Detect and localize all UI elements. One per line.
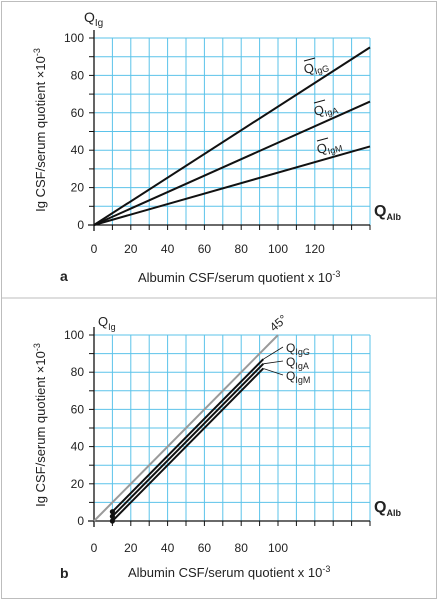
pb-series-start-point-iga (109, 513, 115, 519)
panel-b-x-axis-tag: QAlb (374, 499, 401, 518)
panel-a-grid (94, 37, 371, 225)
pa-y-tick-label: 60 (71, 106, 85, 120)
panel-a-axes (88, 30, 371, 231)
pb-series-leader-igm (263, 368, 284, 376)
pb-x-tick-label: 60 (198, 541, 212, 555)
panel-b-reference-line: 45° (93, 312, 290, 522)
pb-reference-45-line (93, 334, 279, 522)
panel-a-tick-labels: 0 20 40 60 80 100 120 0 20 40 60 80 100 (64, 31, 325, 256)
pb-series-line-igg (111, 358, 264, 513)
pb-y-tick-label: 60 (71, 402, 85, 416)
pa-series-line-igm (93, 145, 371, 226)
pa-x-tick-label: 0 (91, 242, 98, 256)
pb-x-tick-label: 80 (235, 541, 249, 555)
pb-y-tick-label: 80 (71, 365, 85, 379)
pb-y-tick-label: 40 (71, 440, 85, 454)
pa-series-label-igm: QIgM (315, 136, 344, 159)
pb-y-tick-label: 100 (64, 328, 84, 342)
panel-a-x-axis-tag: QAlb (374, 203, 401, 222)
pa-series-line-iga (93, 100, 371, 226)
pb-series-label-igg: QIgG (286, 341, 310, 357)
panel-a-y-axis-label: Ig CSF/serum quotient ×10-3 (32, 48, 48, 212)
pb-reference-label: 45° (267, 312, 290, 335)
panel-a-chart: 0 20 40 60 80 100 120 0 20 40 60 80 100 QIgG QIgA QIgM… (32, 9, 401, 285)
pa-x-tick-label: 100 (268, 242, 288, 256)
pa-series-label-igg: QIgG (302, 56, 330, 78)
pb-series-leader-iga (263, 360, 284, 365)
pa-series-label-bar-igg (303, 57, 316, 62)
panel-a-x-axis-label: Albumin CSF/serum quotient x 10-3 (138, 269, 340, 285)
pb-series-start-point-igg (109, 509, 115, 515)
pb-series-label-igm: QIgM (286, 369, 310, 385)
pa-series-label-bar-igm (316, 137, 329, 142)
pb-x-tick-label: 20 (124, 541, 138, 555)
pa-x-tick-label: 120 (305, 242, 325, 256)
pa-y-tick-label: 100 (64, 31, 84, 45)
pa-x-tick-label: 20 (124, 242, 138, 256)
panel-a-letter: a (60, 268, 68, 284)
pa-series-label-bar-iga (313, 99, 326, 104)
pb-series-line-iga (111, 363, 264, 518)
pa-y-tick-label: 40 (71, 143, 85, 157)
panel-a-series-labels: QIgG QIgA QIgM (302, 56, 344, 159)
pa-x-tick-label: 60 (198, 242, 212, 256)
pb-x-tick-label: 0 (91, 541, 98, 555)
pb-y-tick-label: 20 (71, 477, 85, 491)
pb-x-tick-label: 40 (161, 541, 175, 555)
panel-b-x-axis-label: Albumin CSF/serum quotient x 10-3 (128, 564, 330, 580)
panel-b-grid (94, 334, 371, 521)
pa-series-line-igg (93, 46, 371, 226)
pa-y-tick-label: 80 (71, 68, 85, 82)
pb-series-label-iga: QIgA (286, 355, 309, 371)
pa-y-tick-label: 0 (77, 218, 84, 232)
pb-y-tick-label: 0 (77, 514, 84, 528)
pa-y-tick-label: 20 (71, 181, 85, 195)
panel-b-y-axis-label: Ig CSF/serum quotient ×10-3 (32, 343, 48, 507)
panel-b-y-corner-label: QIg (98, 314, 116, 332)
pb-x-tick-label: 100 (268, 541, 288, 555)
panel-b-axes (88, 327, 371, 527)
panel-a-y-corner-label: QIg (84, 9, 103, 29)
panel-a-series (93, 46, 371, 226)
pa-series-label-iga: QIgA (312, 99, 339, 121)
pb-series-line-igm (111, 367, 264, 522)
panel-b-tick-labels: 0 20 40 60 80 100 0 20 40 60 80 100 (64, 328, 288, 555)
panel-b-series (109, 358, 264, 524)
pa-x-tick-label: 80 (235, 242, 249, 256)
pb-series-start-point-igm (109, 518, 115, 524)
panel-b-letter: b (60, 565, 69, 581)
pa-x-tick-label: 40 (161, 242, 175, 256)
pb-series-leader-igg (263, 346, 284, 360)
